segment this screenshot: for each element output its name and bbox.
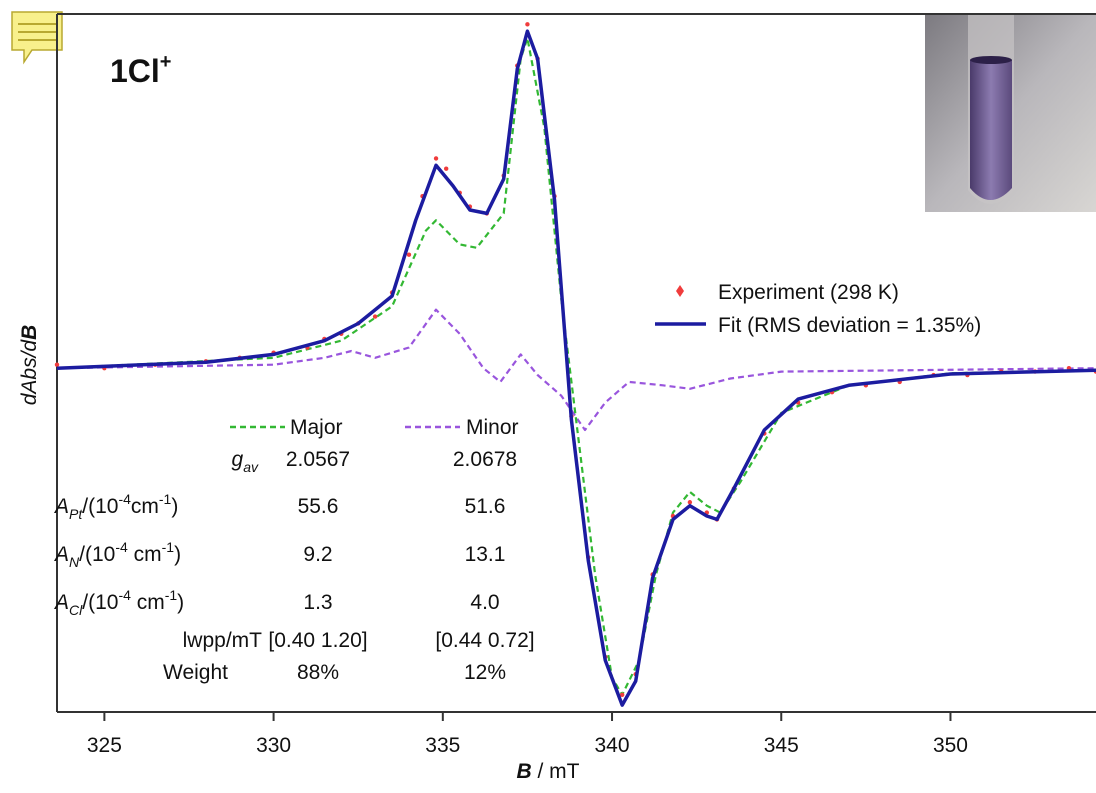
chart-title: 1Cl+ bbox=[110, 51, 171, 89]
x-tick-label: 335 bbox=[425, 734, 460, 757]
table-value: 13.1 bbox=[465, 543, 506, 566]
x-tick-label: 330 bbox=[256, 734, 291, 757]
inset-photo bbox=[925, 14, 1096, 212]
data-point bbox=[372, 314, 378, 319]
data-point bbox=[433, 156, 439, 161]
row-label: ACl/(10-4 cm-1) bbox=[53, 587, 184, 618]
legend-label: Fit (RMS deviation = 1.35%) bbox=[718, 314, 981, 337]
row-label: AN/(10-4 cm-1) bbox=[53, 539, 181, 570]
plot-area bbox=[54, 22, 1096, 707]
x-axis-label: B / mT bbox=[517, 760, 580, 783]
table-value: 2.0567 bbox=[286, 448, 350, 471]
row-label: Weight bbox=[163, 661, 228, 684]
x-tick-label: 350 bbox=[933, 734, 968, 757]
x-tick-label: 340 bbox=[595, 734, 630, 757]
note-icon[interactable] bbox=[11, 11, 63, 65]
row-label: APt/(10-4cm-1) bbox=[53, 491, 178, 522]
row-label: lwpp/mT bbox=[183, 629, 263, 652]
dashed-curve bbox=[56, 308, 1096, 432]
table-value: [0.44 0.72] bbox=[435, 629, 534, 652]
table-value: 88% bbox=[297, 661, 339, 684]
table-value: 2.0678 bbox=[453, 448, 517, 471]
parameter-table: Major Minor gav APt/(10-4cm-1) AN/(10-4 … bbox=[53, 416, 519, 684]
data-point bbox=[687, 500, 693, 505]
data-point bbox=[525, 22, 530, 27]
legend-marker bbox=[676, 285, 684, 297]
table-value: 12% bbox=[464, 661, 506, 684]
data-point bbox=[54, 362, 60, 367]
table-value: 51.6 bbox=[465, 495, 506, 518]
x-tick-label: 345 bbox=[764, 734, 799, 757]
legend-label: Experiment (298 K) bbox=[718, 281, 899, 304]
data-point bbox=[406, 252, 412, 257]
fit-curve bbox=[56, 29, 1096, 707]
x-tick-label: 325 bbox=[87, 734, 122, 757]
table-value: 9.2 bbox=[303, 543, 332, 566]
data-point bbox=[444, 166, 449, 171]
table-value: 4.0 bbox=[470, 591, 499, 614]
table-value: 1.3 bbox=[303, 591, 332, 614]
table-header: Minor bbox=[466, 416, 519, 439]
row-label: gav bbox=[232, 448, 259, 475]
table-value: [0.40 1.20] bbox=[268, 629, 367, 652]
y-axis-label: dAbs/dB bbox=[18, 325, 41, 406]
table-value: 55.6 bbox=[298, 495, 339, 518]
legend: Experiment (298 K) Fit (RMS deviation = 1… bbox=[655, 281, 981, 337]
data-point bbox=[619, 692, 625, 698]
table-header: Major bbox=[290, 416, 343, 439]
